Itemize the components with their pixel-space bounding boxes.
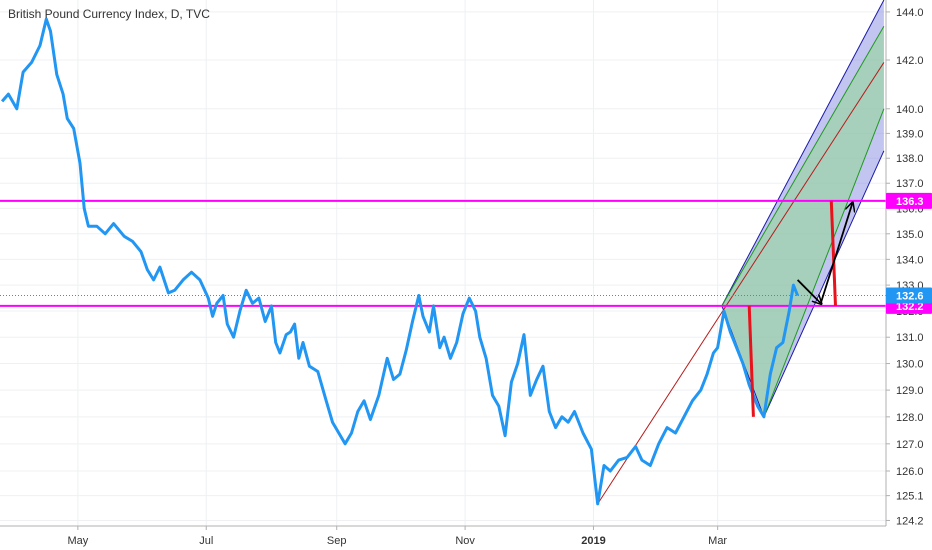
- red-measure-line: [829, 200, 837, 306]
- series-layer: [0, 17, 799, 506]
- pitchfork-upper-inner-line: [721, 26, 885, 307]
- price-tag-label: 136.3: [896, 196, 924, 208]
- y-tick-label: 134.0: [896, 254, 924, 266]
- pitchfork-upper-outer-line: [721, 0, 885, 307]
- pitchfork-inner-band: [721, 26, 884, 417]
- y-tick-label: 137.0: [896, 178, 924, 190]
- y-tick-label: 142.0: [896, 55, 924, 67]
- y-tick-label: 140.0: [896, 104, 924, 116]
- y-tick-label: 126.0: [896, 466, 924, 478]
- black-arrow: [819, 203, 853, 304]
- y-tick-label: 124.2: [896, 515, 924, 527]
- price-line: [0, 17, 799, 506]
- y-tick-label: 129.0: [896, 385, 924, 397]
- x-tick-label: 2019: [581, 535, 605, 547]
- x-tick-label: Jul: [199, 535, 213, 547]
- y-tick-label: 128.0: [896, 412, 924, 424]
- x-axis[interactable]: May Jul Sep Nov 2019 Mar: [67, 526, 727, 547]
- x-tick-label: Sep: [327, 535, 347, 547]
- y-tick-label: 130.0: [896, 359, 924, 371]
- y-tick-label: 135.0: [896, 229, 924, 241]
- black-arrow: [796, 279, 821, 303]
- grid-layer: [0, 0, 886, 526]
- chart-title: British Pound Currency Index, D, TVC: [8, 7, 210, 21]
- last-price-tag-label: 132.6: [896, 290, 924, 302]
- y-tick-label: 138.0: [896, 153, 924, 165]
- pitchfork-layer: [597, 0, 885, 505]
- last-price-tag-bg: [886, 287, 932, 304]
- pitchfork-lower-inner-line: [763, 108, 885, 418]
- y-tick-label: 125.1: [896, 491, 924, 503]
- x-tick-label: May: [67, 535, 88, 547]
- pitchfork-lower-outer-line: [763, 150, 885, 418]
- y-tick-label: 144.0: [896, 7, 924, 19]
- annotation-layer: [747, 200, 853, 417]
- x-tick-label: Mar: [708, 535, 727, 547]
- price-tag-label: 132.2: [896, 301, 924, 313]
- y-tick-label: 131.0: [896, 332, 924, 344]
- x-tick-label: Nov: [455, 535, 475, 547]
- y-tick-label: 127.0: [896, 439, 924, 451]
- horizontal-lines-layer: [0, 199, 886, 307]
- pitchfork-median-line: [597, 62, 885, 505]
- red-measure-line: [747, 305, 755, 417]
- y-tick-label: 139.0: [896, 128, 924, 140]
- price-tag-bg: [886, 192, 932, 209]
